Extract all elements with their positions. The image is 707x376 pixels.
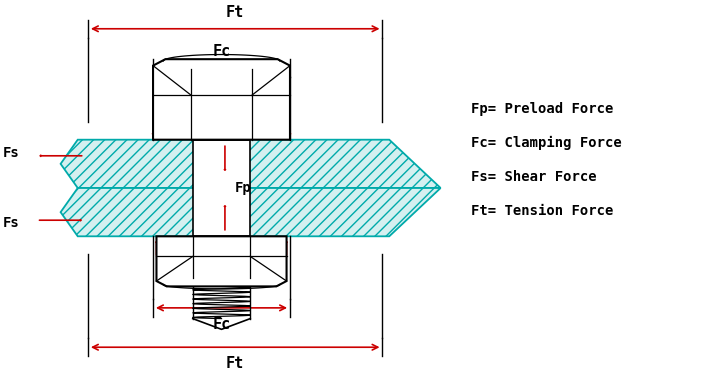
Text: Fs: Fs: [3, 216, 20, 230]
Text: Ft: Ft: [226, 356, 245, 371]
Text: Ft= Tension Force: Ft= Tension Force: [472, 204, 614, 218]
Polygon shape: [61, 140, 440, 188]
Text: Fc: Fc: [212, 317, 230, 332]
Polygon shape: [156, 236, 286, 287]
Text: Ft: Ft: [226, 5, 245, 20]
Text: Fs: Fs: [3, 146, 20, 160]
Text: Fc= Clamping Force: Fc= Clamping Force: [472, 136, 622, 150]
Bar: [193, 140, 250, 236]
Polygon shape: [153, 59, 290, 140]
Text: Fp: Fp: [235, 181, 252, 195]
Text: Fc: Fc: [212, 44, 230, 59]
Text: Fp= Preload Force: Fp= Preload Force: [472, 102, 614, 116]
Polygon shape: [61, 188, 440, 236]
Text: Fs= Shear Force: Fs= Shear Force: [472, 170, 597, 184]
